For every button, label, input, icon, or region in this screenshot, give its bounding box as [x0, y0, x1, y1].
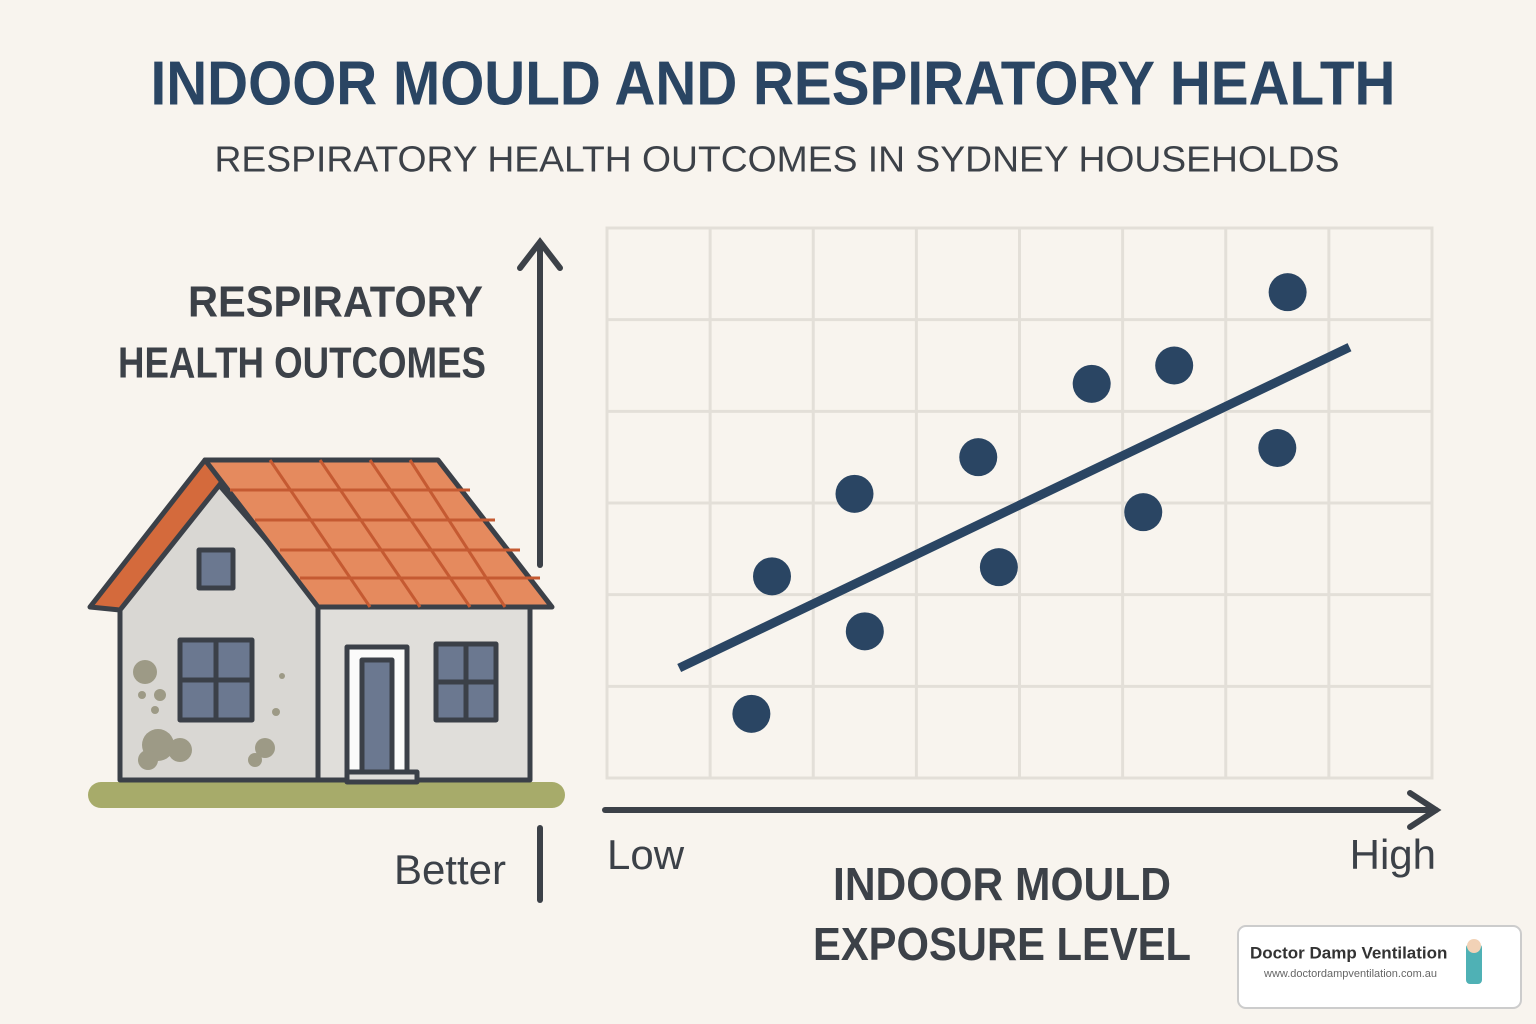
- data-point: [1072, 364, 1111, 403]
- data-point: [979, 548, 1018, 587]
- y-axis-label: RESPIRATORY: [188, 278, 483, 327]
- axes: [517, 237, 1442, 903]
- data-point: [845, 612, 884, 651]
- logo-name: Doctor Damp Ventilation: [1250, 943, 1447, 962]
- data-point: [1155, 346, 1194, 385]
- logo: Doctor Damp Ventilation www.doctordampve…: [1237, 925, 1522, 1009]
- y-axis-end-label: Better: [394, 846, 506, 893]
- data-point: [835, 474, 874, 513]
- data-point: [959, 438, 998, 477]
- data-point: [1258, 429, 1297, 467]
- x-axis-label: INDOOR MOULD: [833, 858, 1171, 910]
- data-point: [753, 557, 791, 596]
- y-axis-label: HEALTH OUTCOMES: [118, 339, 486, 388]
- trend-line: [677, 343, 1352, 673]
- x-axis-end-label: High: [1350, 831, 1436, 878]
- chart-subtitle: RESPIRATORY HEALTH OUTCOMES IN SYDNEY HO…: [215, 139, 1340, 180]
- chart-title: INDOOR MOULD AND RESPIRATORY HEALTH: [151, 49, 1396, 118]
- data-point: [1268, 273, 1307, 312]
- data-point: [732, 694, 771, 733]
- logo-url: www.doctordampventilation.com.au: [1263, 968, 1437, 980]
- x-axis-start-label: Low: [607, 831, 685, 878]
- data-point: [1124, 493, 1163, 532]
- x-axis-label: EXPOSURE LEVEL: [813, 918, 1191, 970]
- house-illustration: [87, 457, 565, 808]
